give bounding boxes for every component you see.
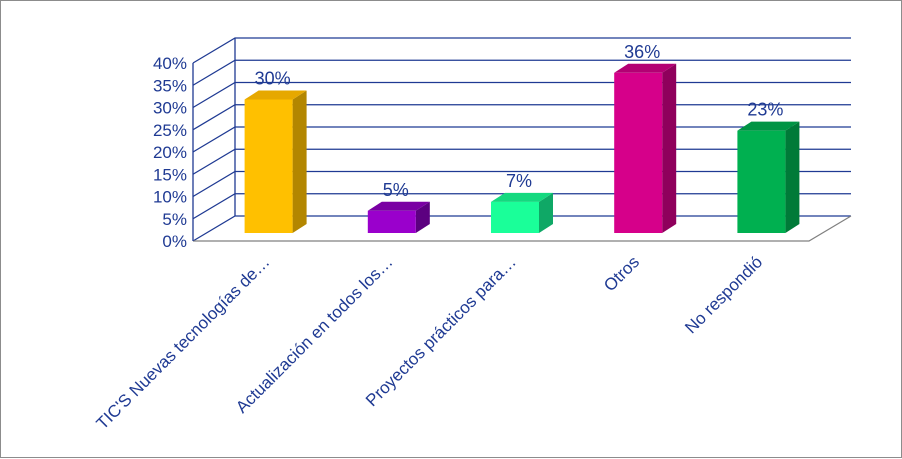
bar — [244, 90, 307, 233]
y-tick-label: 0% — [162, 232, 187, 251]
bar-front — [491, 201, 539, 233]
bar-front — [244, 99, 293, 233]
y-tick-label: 30% — [153, 99, 187, 118]
bar-top — [614, 63, 677, 73]
bar-top — [491, 192, 553, 202]
bar-top — [737, 121, 800, 131]
y-tick-label: 15% — [153, 165, 187, 184]
gridline — [192, 37, 851, 64]
bar — [737, 121, 800, 233]
data-labels: 30% 5% 7% 36% 23% — [255, 42, 784, 200]
floor-edge — [193, 215, 852, 242]
bar-front — [367, 210, 416, 233]
bar-side — [539, 192, 553, 233]
data-label: 5% — [383, 180, 409, 200]
bar — [614, 63, 677, 233]
bar-front — [737, 130, 786, 233]
data-label: 30% — [255, 69, 291, 89]
bar-side — [662, 63, 677, 233]
bar — [367, 201, 430, 233]
bars — [244, 63, 800, 233]
y-tick-label: 20% — [153, 143, 187, 162]
category-label: No respondió — [681, 252, 766, 337]
category-labels: TIC'S Nuevas tecnologías de…Actualizació… — [93, 252, 767, 433]
data-label: 23% — [747, 100, 783, 120]
data-label: 7% — [506, 171, 532, 191]
bar-top — [367, 201, 430, 211]
bar-top — [244, 90, 307, 100]
y-tick-label: 5% — [162, 210, 187, 229]
bar-side — [785, 121, 800, 233]
bar — [491, 192, 553, 233]
category-label: Otros — [600, 252, 643, 295]
y-tick-label: 40% — [153, 54, 187, 73]
gridline — [192, 59, 851, 86]
bar-side — [292, 90, 307, 233]
y-tick-label: 25% — [153, 121, 187, 140]
bar-front — [614, 72, 663, 233]
axes — [192, 38, 852, 242]
data-label: 36% — [624, 42, 660, 62]
y-axis-ticks: 0% 5% 10% 15% 20% 25% 30% 35% 40% — [153, 54, 187, 251]
y-tick-label: 35% — [153, 76, 187, 95]
bar-side — [415, 201, 430, 233]
y-tick-label: 10% — [153, 188, 187, 207]
